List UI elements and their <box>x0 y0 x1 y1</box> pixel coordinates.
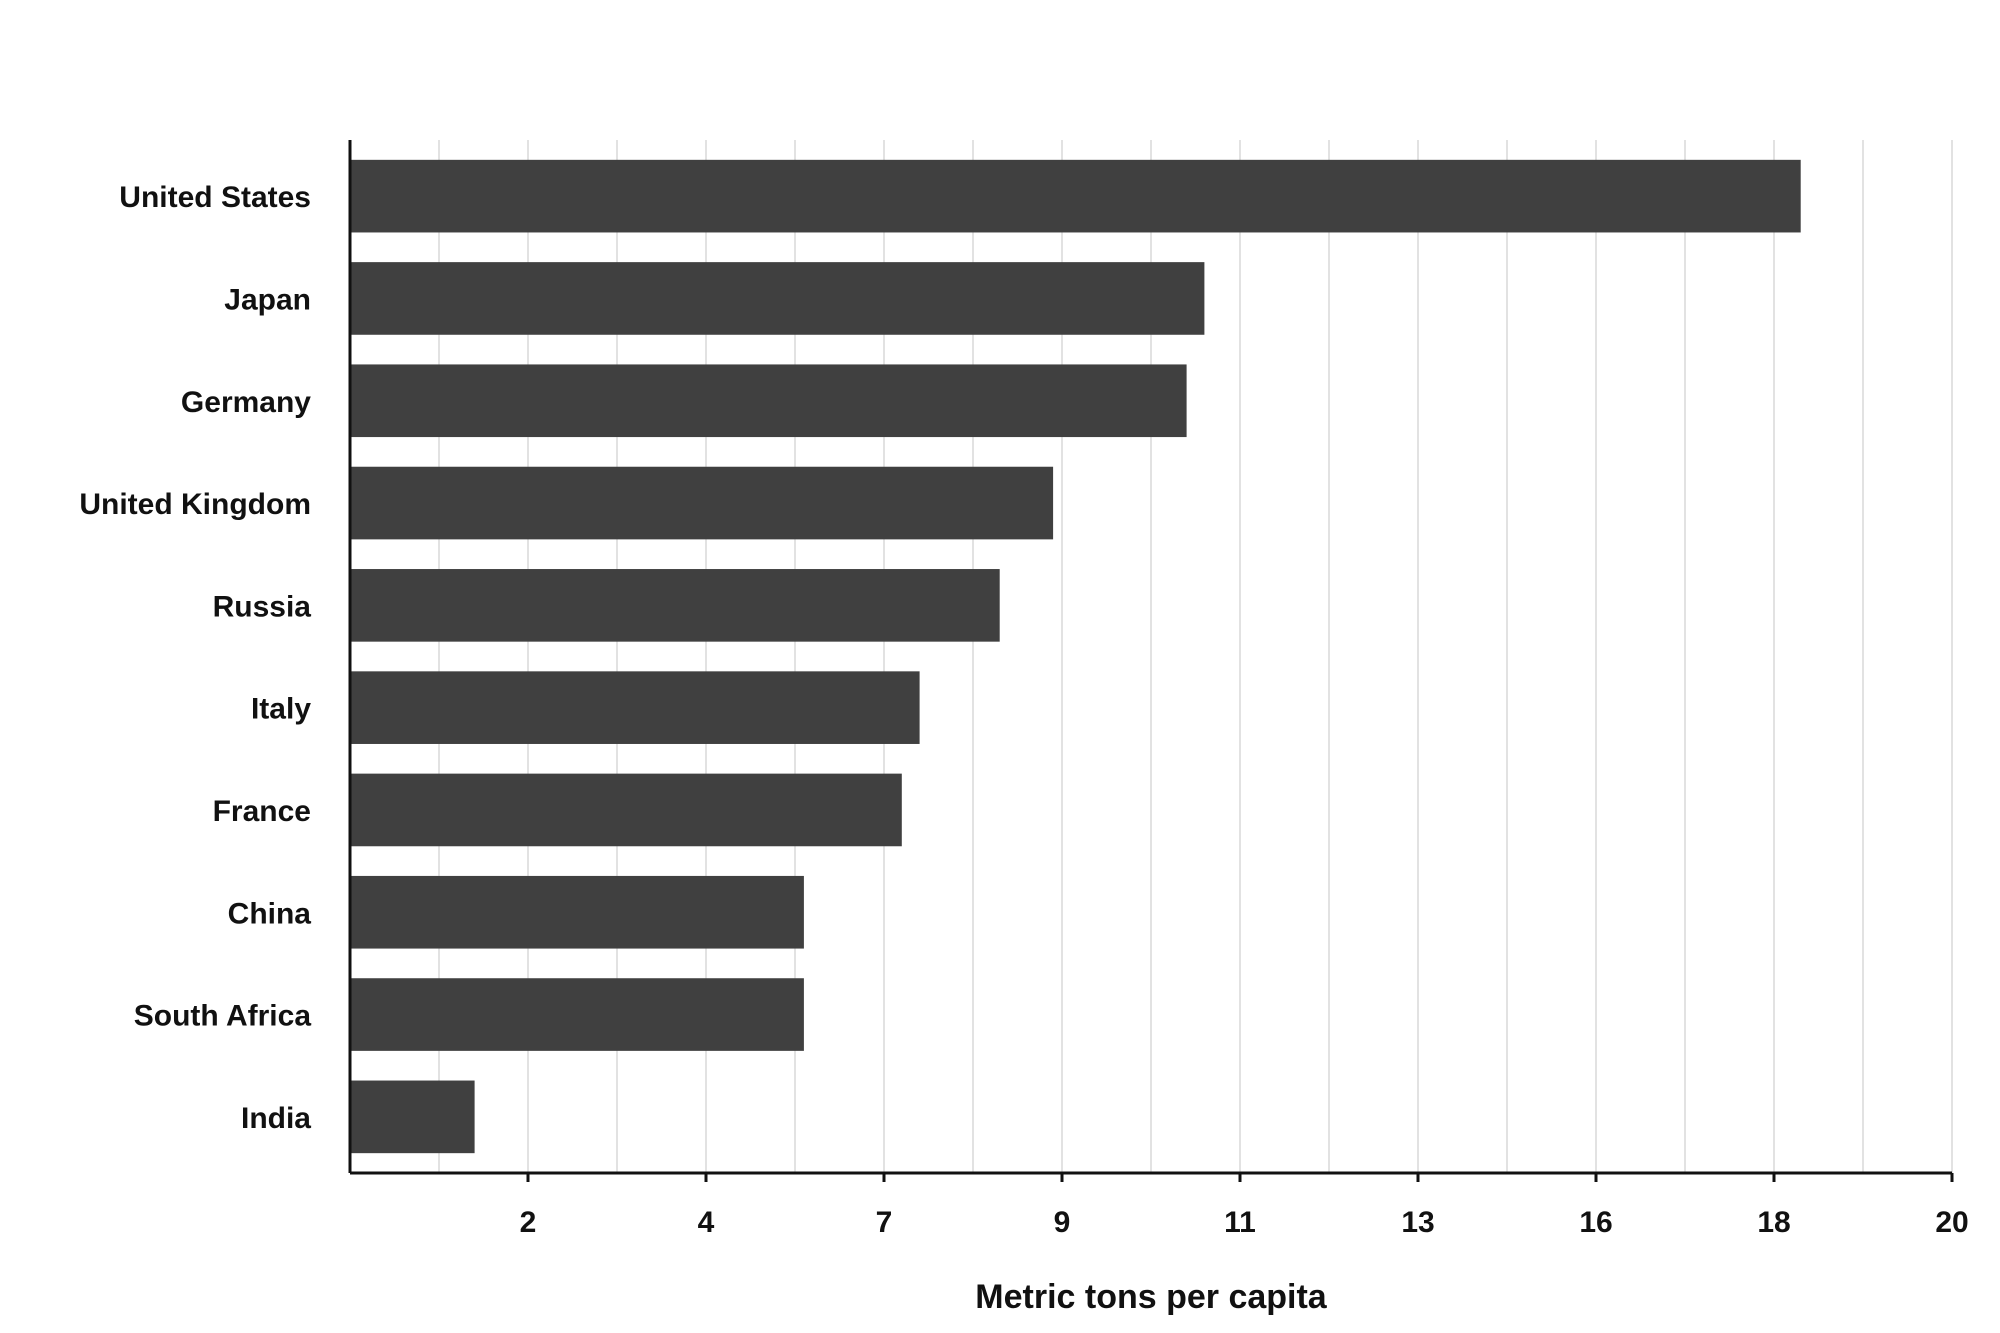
bar-germany <box>350 364 1187 438</box>
bar-united-states <box>350 159 1801 233</box>
x-tick-label: 9 <box>1054 1206 1071 1239</box>
x-tick-label: 20 <box>1935 1206 1968 1239</box>
bar-south-africa <box>350 978 804 1051</box>
category-label: Japan <box>224 283 311 316</box>
x-tick-label: 7 <box>876 1206 893 1239</box>
category-label: United States <box>119 181 311 214</box>
bar-italy <box>350 671 920 744</box>
bar-china <box>350 875 804 949</box>
labels: United States Japan Germany United Kingdom R… <box>79 181 1968 1239</box>
bar-united-kingdom <box>350 466 1054 540</box>
x-tick-label: 13 <box>1401 1206 1434 1239</box>
axes <box>348 140 1954 1182</box>
bar-india <box>350 1080 475 1154</box>
bars <box>350 159 1801 1154</box>
bar-france <box>350 773 902 847</box>
bar-japan <box>350 262 1205 335</box>
x-tick-label: 11 <box>1224 1206 1256 1239</box>
x-tick-label: 4 <box>698 1206 715 1239</box>
category-label: France <box>213 795 311 828</box>
category-label: China <box>228 897 312 930</box>
category-label: South Africa <box>134 1000 312 1033</box>
x-tick-label: 16 <box>1579 1206 1612 1239</box>
category-label: Germany <box>181 386 311 419</box>
category-label: Russia <box>213 590 312 623</box>
category-label: Italy <box>251 693 311 726</box>
x-axis-title: Metric tons per capita <box>975 1278 1328 1316</box>
category-label: India <box>241 1102 311 1135</box>
x-tick-label: 2 <box>520 1206 537 1239</box>
x-tick-label: 18 <box>1757 1206 1790 1239</box>
category-label: United Kingdom <box>79 488 311 521</box>
bar-russia <box>350 569 1000 642</box>
